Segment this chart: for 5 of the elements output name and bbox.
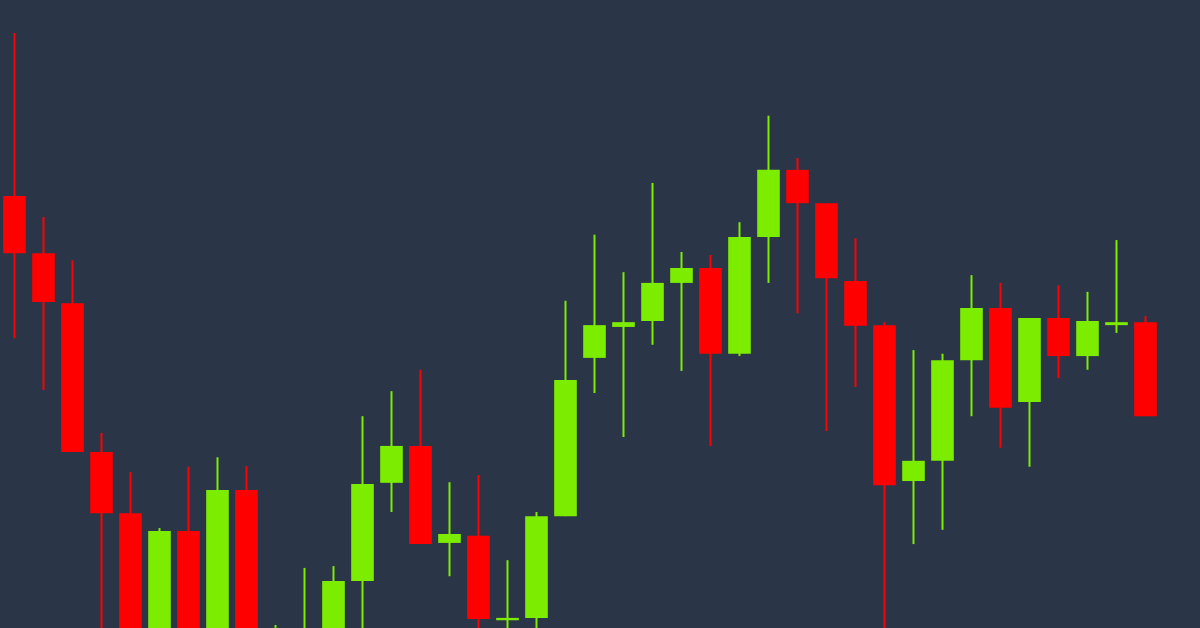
candlestick [1105, 239, 1128, 334]
candlestick [902, 349, 925, 546]
candlestick [670, 250, 693, 372]
candlestick [612, 271, 635, 439]
candlestick [438, 481, 461, 578]
